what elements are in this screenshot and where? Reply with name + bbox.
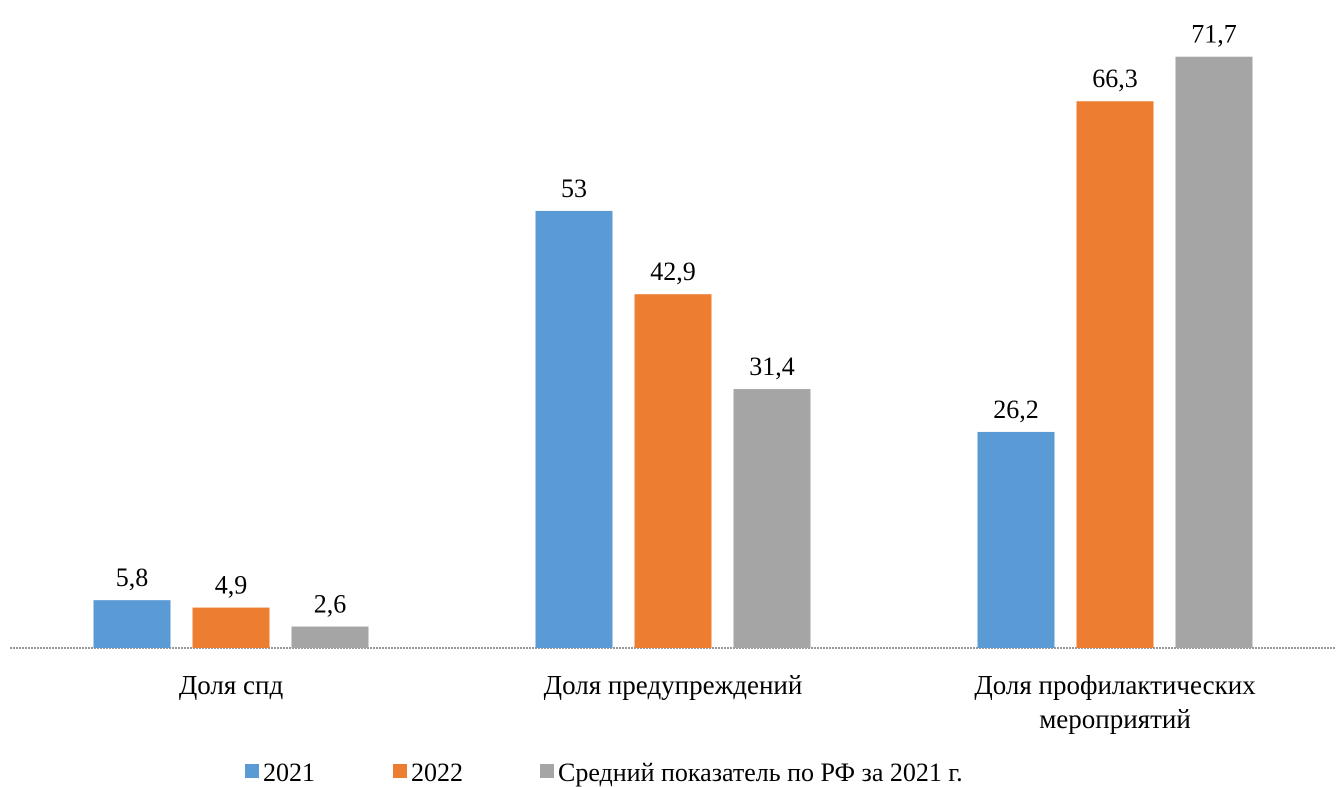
bar [535,210,613,649]
x-tick-label: Доля спд [178,670,284,700]
legend-label: 2021 [263,758,315,787]
bar [733,389,811,648]
legend-label: 2022 [411,758,463,787]
value-label: 71,7 [1191,20,1237,49]
value-label: 4,9 [215,571,248,600]
bar [93,600,171,648]
bar [192,607,270,648]
legend-swatch [393,764,407,778]
legend-swatch [245,764,259,778]
bar [291,626,369,648]
legend-label: Средний показатель по РФ за 2021 г. [558,758,963,787]
value-label: 2,6 [314,590,347,619]
value-label: 26,2 [993,395,1039,424]
value-label: 53 [561,174,587,203]
bar [1076,101,1154,649]
x-tick-label: Доля предупреждений [543,670,803,700]
bar [634,294,712,648]
value-label: 31,4 [749,352,795,381]
value-label: 66,3 [1092,64,1138,93]
value-label: 5,8 [116,563,149,592]
value-label: 42,9 [650,257,696,286]
bar [1175,56,1253,649]
bar [977,431,1055,648]
x-tick-label: Доля профилактических мероприятий [974,670,1256,734]
legend-swatch [540,764,554,778]
